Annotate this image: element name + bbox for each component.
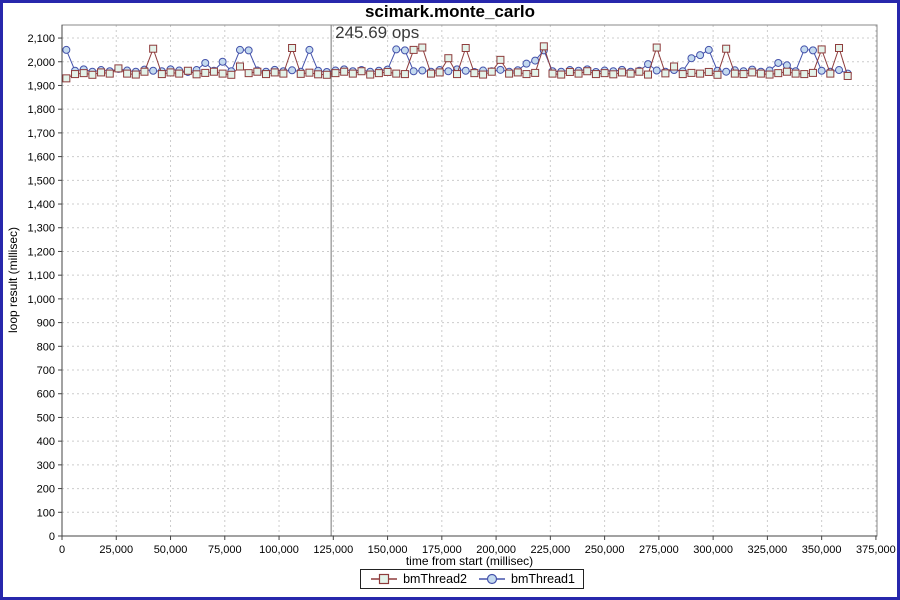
svg-text:2,100: 2,100 [27, 33, 55, 45]
square-marker-icon [371, 573, 398, 585]
svg-text:1,700: 1,700 [27, 128, 55, 140]
svg-text:275,000: 275,000 [639, 544, 679, 556]
x-axis-title: time from start (millisec) [405, 554, 534, 568]
svg-text:900: 900 [37, 318, 55, 330]
svg-text:500: 500 [37, 412, 55, 424]
svg-text:350,000: 350,000 [802, 544, 842, 556]
svg-text:200: 200 [37, 484, 55, 496]
svg-text:800: 800 [37, 341, 55, 353]
svg-text:100: 100 [37, 507, 55, 519]
svg-text:1,400: 1,400 [27, 199, 55, 211]
svg-text:375,000: 375,000 [856, 544, 896, 556]
svg-text:400: 400 [37, 436, 55, 448]
svg-text:1,600: 1,600 [27, 152, 55, 164]
svg-text:175,000: 175,000 [422, 544, 462, 556]
ops-annotation: 245.69 ops [335, 23, 420, 42]
legend-label-bmthread1: bmThread1 [511, 572, 575, 586]
svg-text:100,000: 100,000 [259, 544, 299, 556]
svg-text:1,900: 1,900 [27, 80, 55, 92]
svg-text:2,000: 2,000 [27, 57, 55, 69]
svg-text:0: 0 [59, 544, 65, 556]
legend-item-bmthread2: bmThread2 [369, 572, 467, 586]
svg-text:600: 600 [37, 389, 55, 401]
svg-text:225,000: 225,000 [530, 544, 570, 556]
chart-title: scimark.monte_carlo [364, 2, 536, 21]
svg-text:1,000: 1,000 [27, 294, 55, 306]
svg-text:1,100: 1,100 [27, 270, 55, 282]
legend-item-bmthread1: bmThread1 [477, 572, 575, 586]
circle-marker-icon [479, 573, 505, 585]
svg-text:150,000: 150,000 [368, 544, 408, 556]
svg-text:1,300: 1,300 [27, 223, 55, 235]
y-axis-title: loop result (millisec) [6, 226, 20, 334]
svg-text:250,000: 250,000 [585, 544, 625, 556]
svg-text:0: 0 [49, 531, 55, 543]
svg-text:300,000: 300,000 [693, 544, 733, 556]
legend-label-bmthread2: bmThread2 [403, 572, 467, 586]
svg-text:200,000: 200,000 [476, 544, 516, 556]
legend: bmThread2 bmThread1 [360, 569, 584, 589]
svg-text:1,500: 1,500 [27, 175, 55, 187]
svg-text:700: 700 [37, 365, 55, 377]
svg-text:50,000: 50,000 [154, 544, 188, 556]
svg-text:325,000: 325,000 [748, 544, 788, 556]
svg-text:25,000: 25,000 [99, 544, 133, 556]
legend-wrap: bmThread2 bmThread1 [3, 569, 897, 589]
svg-text:125,000: 125,000 [313, 544, 353, 556]
svg-text:1,800: 1,800 [27, 104, 55, 116]
svg-text:1,200: 1,200 [27, 246, 55, 258]
svg-text:75,000: 75,000 [208, 544, 242, 556]
svg-text:300: 300 [37, 460, 55, 472]
